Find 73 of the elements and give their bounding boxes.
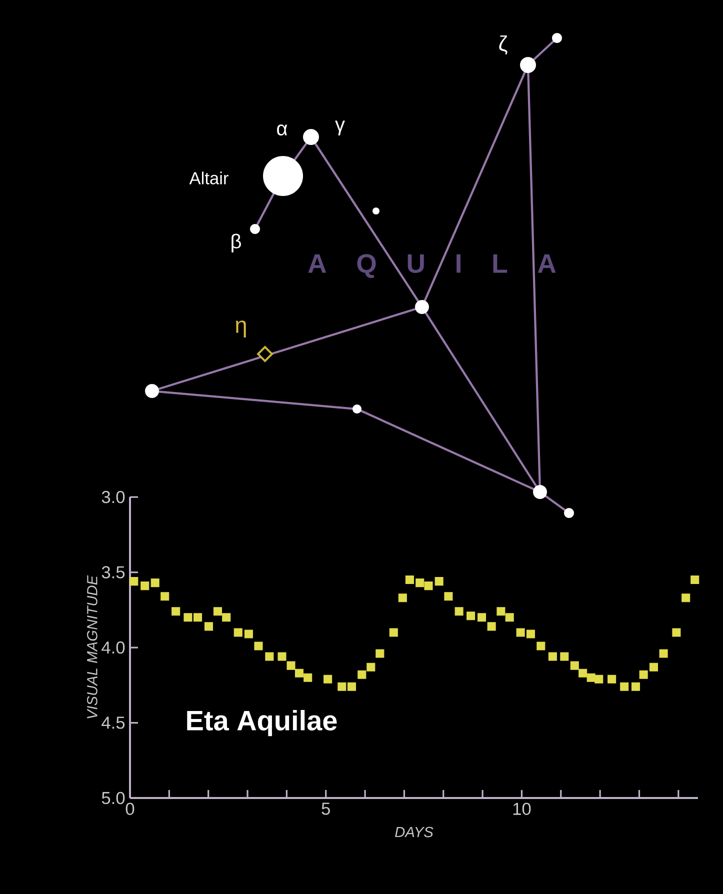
- text: γ: [335, 120, 345, 136]
- point: [265, 652, 274, 661]
- y-tick-label: 3.5: [102, 566, 125, 578]
- point: [586, 673, 596, 682]
- point: [478, 613, 486, 622]
- text: Eta Aquilae: [187, 710, 337, 736]
- point: [496, 607, 506, 616]
- point: [194, 613, 202, 622]
- x-axis-title: DAYS: [395, 826, 434, 838]
- point: [204, 622, 214, 631]
- y-tick-label: 5.0: [102, 792, 125, 804]
- point: [570, 661, 579, 670]
- point: [389, 628, 398, 637]
- point: [324, 674, 332, 684]
- point: [160, 592, 170, 601]
- y-tick-label: 4.0: [102, 641, 125, 654]
- point: [172, 607, 180, 616]
- point: [347, 682, 356, 691]
- text: ζ: [499, 35, 508, 55]
- x-tick-label: 0: [126, 802, 134, 815]
- point: [639, 670, 648, 679]
- point: [526, 630, 536, 638]
- text: Altair: [189, 172, 228, 184]
- point: [487, 622, 496, 631]
- point: [690, 576, 700, 584]
- point: [444, 592, 453, 601]
- point: [505, 613, 514, 622]
- point: [304, 673, 312, 682]
- point: [578, 668, 588, 678]
- text: α: [277, 124, 288, 136]
- point: [338, 682, 346, 691]
- x-tick-label: 10: [513, 802, 531, 815]
- text: β: [232, 234, 241, 252]
- y-axis-title: VISUAL MAGNITUDE: [87, 575, 98, 718]
- point: [682, 594, 690, 602]
- point: [620, 682, 629, 691]
- point: [376, 649, 384, 658]
- point: [294, 668, 304, 678]
- point: [434, 577, 444, 586]
- point: [358, 670, 366, 679]
- point: [672, 628, 681, 637]
- point: [454, 607, 464, 616]
- point: [405, 576, 414, 584]
- point: [548, 652, 557, 661]
- point: [536, 642, 546, 650]
- point: [424, 582, 433, 590]
- point: [130, 577, 138, 586]
- point: [466, 612, 476, 620]
- point: [254, 642, 263, 650]
- point: [631, 682, 640, 691]
- text: η: [236, 320, 246, 338]
- point: [416, 578, 424, 588]
- point: [560, 652, 569, 661]
- point: [150, 578, 160, 588]
- point: [398, 594, 407, 602]
- point: [184, 613, 192, 622]
- point: [222, 613, 231, 622]
- text: A Q U I L A: [308, 254, 556, 278]
- point: [286, 661, 296, 670]
- point: [649, 662, 658, 672]
- point: [659, 649, 668, 658]
- point: [366, 662, 376, 672]
- point: [244, 630, 253, 638]
- point: [140, 582, 150, 590]
- point: [278, 652, 286, 661]
- y-tick-label: 3.0: [102, 490, 125, 504]
- point: [516, 628, 525, 637]
- point: [234, 628, 242, 637]
- point: [608, 674, 616, 684]
- point: [213, 607, 222, 616]
- y-tick-label: 4.5: [102, 716, 125, 729]
- point: [594, 674, 604, 684]
- x-tick-label: 5: [322, 802, 330, 815]
